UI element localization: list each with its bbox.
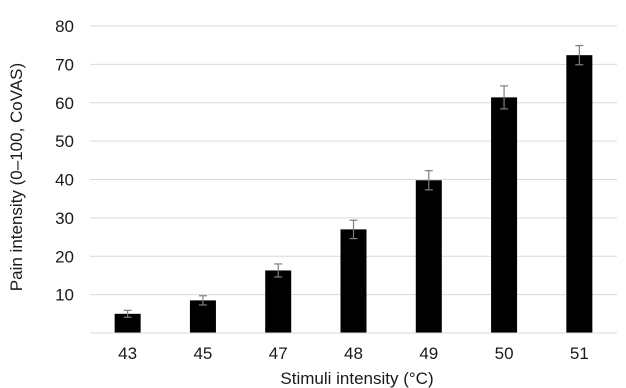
bars	[114, 55, 593, 333]
y-tick-label: 60	[55, 94, 74, 113]
bar-51	[566, 55, 593, 333]
x-tick-label: 43	[118, 344, 137, 363]
x-tick-label: 47	[269, 344, 288, 363]
gridlines	[90, 25, 617, 296]
error-bar-49	[424, 170, 433, 191]
bar-50	[491, 97, 518, 333]
bar-43	[114, 313, 141, 333]
y-tick-label: 80	[55, 17, 74, 36]
y-tick-label: 70	[55, 55, 74, 74]
error-bar-45	[198, 295, 207, 306]
x-tick-label: 51	[570, 344, 589, 363]
error-bar-43	[123, 309, 132, 318]
bar-47	[265, 270, 292, 333]
error-bar-51	[575, 44, 584, 66]
x-tick-label: 49	[419, 344, 438, 363]
x-tick-labels: 43 45 47 48 49 50 51	[118, 344, 589, 363]
y-tick-labels: 10 20 30 40 50 60 70 80	[55, 17, 74, 305]
y-axis-title: Pain intensity (0–100, CoVAS)	[7, 63, 26, 291]
x-tick-label: 50	[495, 344, 514, 363]
error-bar-47	[274, 263, 283, 278]
x-axis-title: Stimuli intensity (°C)	[280, 369, 433, 388]
y-tick-label: 10	[55, 286, 74, 305]
error-bar-50	[500, 85, 509, 110]
y-tick-label: 50	[55, 132, 74, 151]
bar-49	[415, 180, 442, 333]
x-tick-label: 45	[193, 344, 212, 363]
x-tick-label: 48	[344, 344, 363, 363]
y-tick-label: 20	[55, 247, 74, 266]
y-tick-label: 30	[55, 209, 74, 228]
error-bars	[123, 44, 584, 318]
bar-45	[189, 300, 216, 333]
bar-48	[340, 229, 367, 333]
y-tick-label: 40	[55, 171, 74, 190]
error-bar-48	[349, 219, 358, 240]
